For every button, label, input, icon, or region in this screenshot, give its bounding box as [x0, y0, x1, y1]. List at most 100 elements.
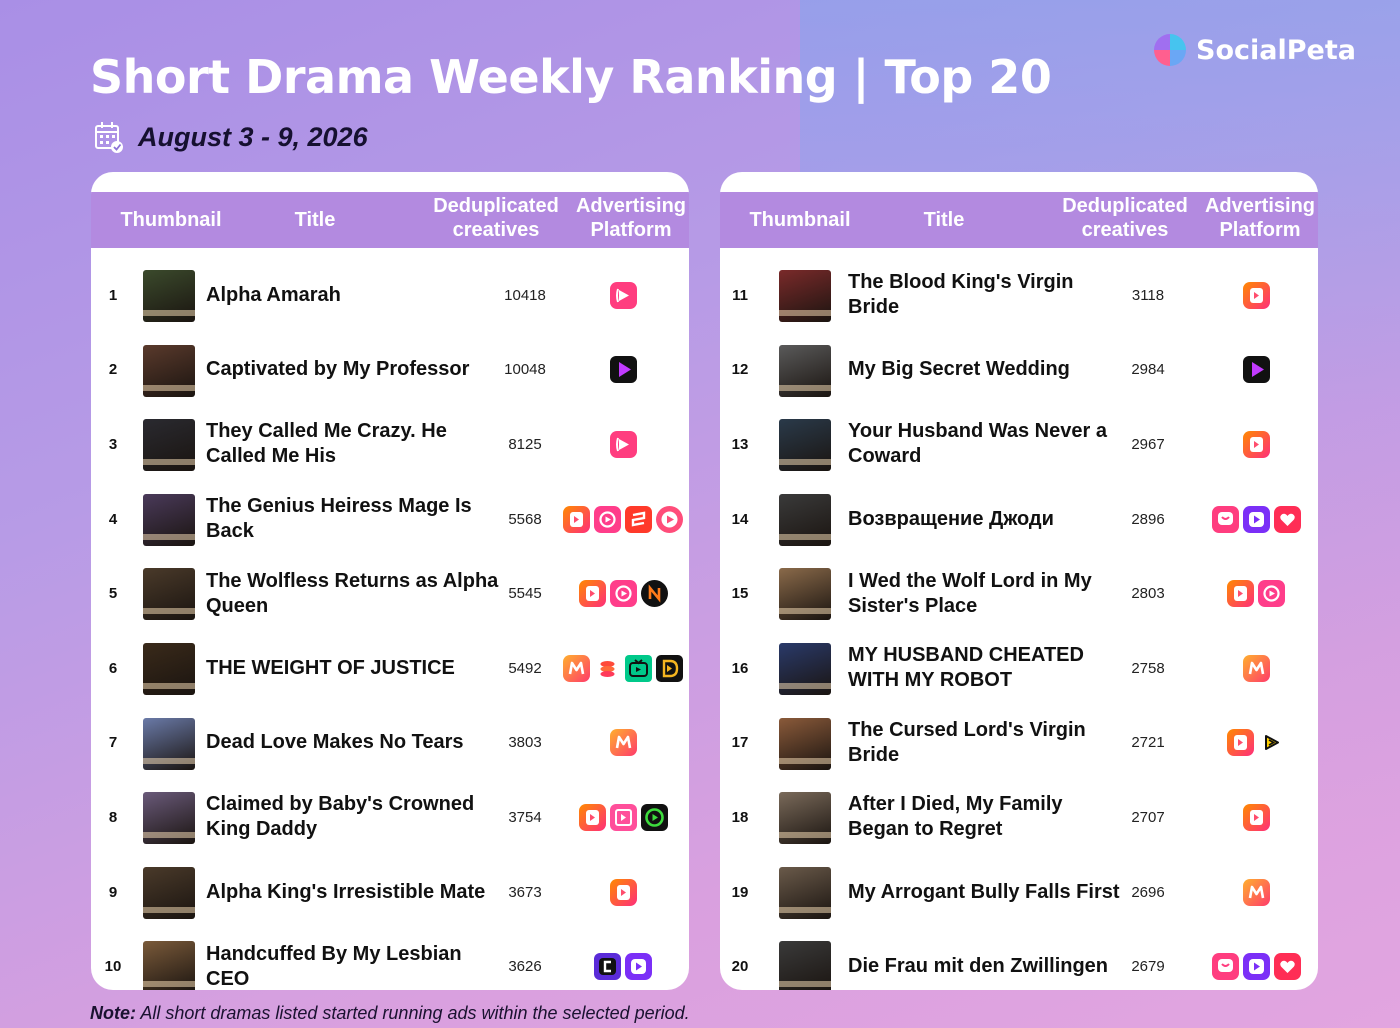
- platform-icons: [559, 482, 687, 557]
- table-header: Thumbnail Title Deduplicated creatives A…: [91, 192, 689, 248]
- platform-icons: [1192, 631, 1318, 706]
- creatives-count: 2896: [1131, 510, 1165, 528]
- orange-play-icon: [1227, 580, 1254, 608]
- date-range: August 3 - 9, 2026: [94, 120, 368, 154]
- ranking-rows: 1 Alpha Amarah 10418 2 Captivated by My Prof…: [91, 258, 689, 990]
- note-text: All short dramas listed started running …: [136, 1003, 690, 1023]
- rank-number: 17: [731, 734, 749, 752]
- platform-icons: [1192, 556, 1318, 631]
- rank-number: 2: [108, 361, 118, 379]
- table-row: 2 Captivated by My Professor 10048: [91, 333, 689, 408]
- rank-number: 18: [731, 808, 749, 826]
- drama-thumbnail: [143, 941, 195, 990]
- drama-title: The Genius Heiress Mage Is Back: [206, 495, 472, 543]
- thumbnail-caption-band: [779, 533, 831, 540]
- table-row: 5 The Wolfless Returns as Alpha Queen 5545: [91, 556, 689, 631]
- purple-play-icon: [625, 953, 652, 981]
- note-label: Note:: [90, 1003, 136, 1023]
- orange-play-icon: [1227, 729, 1254, 757]
- drama-thumbnail: [143, 419, 195, 472]
- date-text: August 3 - 9, 2026: [138, 121, 368, 152]
- platform-icons: [1192, 407, 1318, 482]
- drama-title: I Wed the Wolf Lord in My Sister's Place: [848, 569, 1092, 617]
- orange-m-icon: [1242, 878, 1270, 906]
- creatives-count: 3673: [508, 883, 542, 901]
- drama-thumbnail: [779, 493, 831, 546]
- platform-icons: [1192, 333, 1318, 408]
- table-row: 15 I Wed the Wolf Lord in My Sister's Pla…: [720, 556, 1318, 631]
- drama-title: The Blood King's Virgin Bride: [848, 271, 1074, 319]
- thumbnail-caption-band: [143, 533, 195, 540]
- black-orange-n-icon: [640, 580, 668, 608]
- thumbnail-caption-band: [779, 981, 831, 988]
- pink-chat-icon: [1211, 953, 1239, 981]
- brand-name: SocialPeta: [1196, 34, 1356, 66]
- creatives-count: 3118: [1131, 286, 1165, 304]
- table-row: 18 After I Died, My Family Began to Regre…: [720, 780, 1318, 855]
- drama-title: My Arrogant Bully Falls First: [848, 880, 1120, 903]
- creatives-count: 2803: [1131, 585, 1165, 603]
- platform-icons: [559, 929, 687, 990]
- creatives-count: 5492: [508, 659, 542, 677]
- table-row: 19 My Arrogant Bully Falls First 2696: [720, 855, 1318, 930]
- drama-title: Die Frau mit den Zwillingen: [848, 955, 1109, 978]
- drama-thumbnail: [143, 493, 195, 546]
- orange-play-icon: [1242, 281, 1270, 309]
- thumbnail-caption-band: [779, 608, 831, 615]
- rank-number: 6: [108, 659, 118, 677]
- creatives-count: 3626: [508, 958, 542, 976]
- creatives-count: 2967: [1131, 435, 1165, 453]
- platform-icons: [1192, 706, 1318, 781]
- rank-number: 3: [108, 435, 118, 453]
- black-play-icon: [1242, 356, 1270, 384]
- rank-number: 8: [108, 808, 118, 826]
- drama-title: Возвращение Джоди: [848, 507, 1054, 530]
- creatives-count: 5545: [508, 585, 542, 603]
- gold-d-icon: [656, 654, 683, 682]
- page-title: Short Drama Weekly Ranking | Top 20: [90, 50, 1052, 104]
- platform-icons: [1192, 780, 1318, 855]
- brand-logo: SocialPeta: [1152, 32, 1356, 68]
- thumbnail-caption-band: [779, 310, 831, 316]
- platform-icons: [559, 258, 687, 333]
- table-row: 12 My Big Secret Wedding 2984: [720, 333, 1318, 408]
- table-row: 1 Alpha Amarah 10418: [91, 258, 689, 333]
- drama-thumbnail: [143, 792, 195, 845]
- drama-thumbnail: [143, 568, 195, 621]
- rank-number: 16: [731, 659, 749, 677]
- drama-title: Alpha Amarah: [206, 283, 341, 306]
- calendar-icon: [95, 122, 123, 153]
- platform-icons: [1192, 482, 1318, 557]
- footnote: Note: All short dramas listed started ru…: [90, 1003, 690, 1024]
- col-platform: Advertising Platform: [1204, 195, 1316, 241]
- thumbnail-caption-band: [143, 981, 195, 988]
- table-row: 6 THE WEIGHT OF JUSTICE 5492: [91, 631, 689, 706]
- purple-c-icon: [594, 953, 621, 981]
- thumbnail-caption-band: [143, 682, 195, 689]
- rank-number: 4: [108, 510, 118, 528]
- drama-title: Handcuffed By My Lesbian CEO: [206, 942, 462, 990]
- table-row: 11 The Blood King's Virgin Bride 3118: [720, 258, 1318, 333]
- red-heart-icon: [1273, 505, 1301, 533]
- table-row: 20 Die Frau mit den Zwillingen 2679: [720, 929, 1318, 990]
- rank-number: 12: [731, 361, 749, 379]
- drama-title: Your Husband Was Never a Coward: [848, 420, 1107, 468]
- platform-icons: [559, 333, 687, 408]
- orange-m-icon: [609, 729, 637, 757]
- drama-thumbnail: [143, 642, 195, 695]
- thumbnail-caption-band: [779, 757, 831, 764]
- orange-play-icon: [1242, 803, 1270, 831]
- drama-thumbnail: [143, 866, 195, 919]
- drama-title: Dead Love Makes No Tears: [206, 731, 464, 754]
- table-row: 3 They Called Me Crazy. He Called Me His 8…: [91, 407, 689, 482]
- green-tv-icon: [625, 654, 652, 682]
- creatives-count: 3754: [508, 808, 542, 826]
- drama-thumbnail: [779, 419, 831, 472]
- table-row: 9 Alpha King's Irresistible Mate 3673: [91, 855, 689, 930]
- rank-number: 13: [731, 435, 749, 453]
- thumbnail-caption-band: [143, 608, 195, 615]
- pink-circle-play-icon: [1258, 580, 1285, 608]
- pink-circle-play-icon: [609, 580, 637, 608]
- thumbnail-caption-band: [779, 682, 831, 689]
- thumbnail-caption-band: [143, 459, 195, 466]
